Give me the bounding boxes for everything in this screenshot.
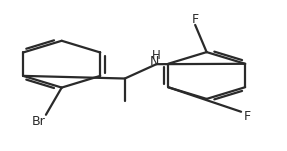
Text: Br: Br [32, 115, 46, 128]
Text: F: F [243, 110, 250, 123]
Text: F: F [192, 13, 199, 26]
Text: H: H [152, 49, 161, 62]
Text: N: N [150, 55, 159, 68]
